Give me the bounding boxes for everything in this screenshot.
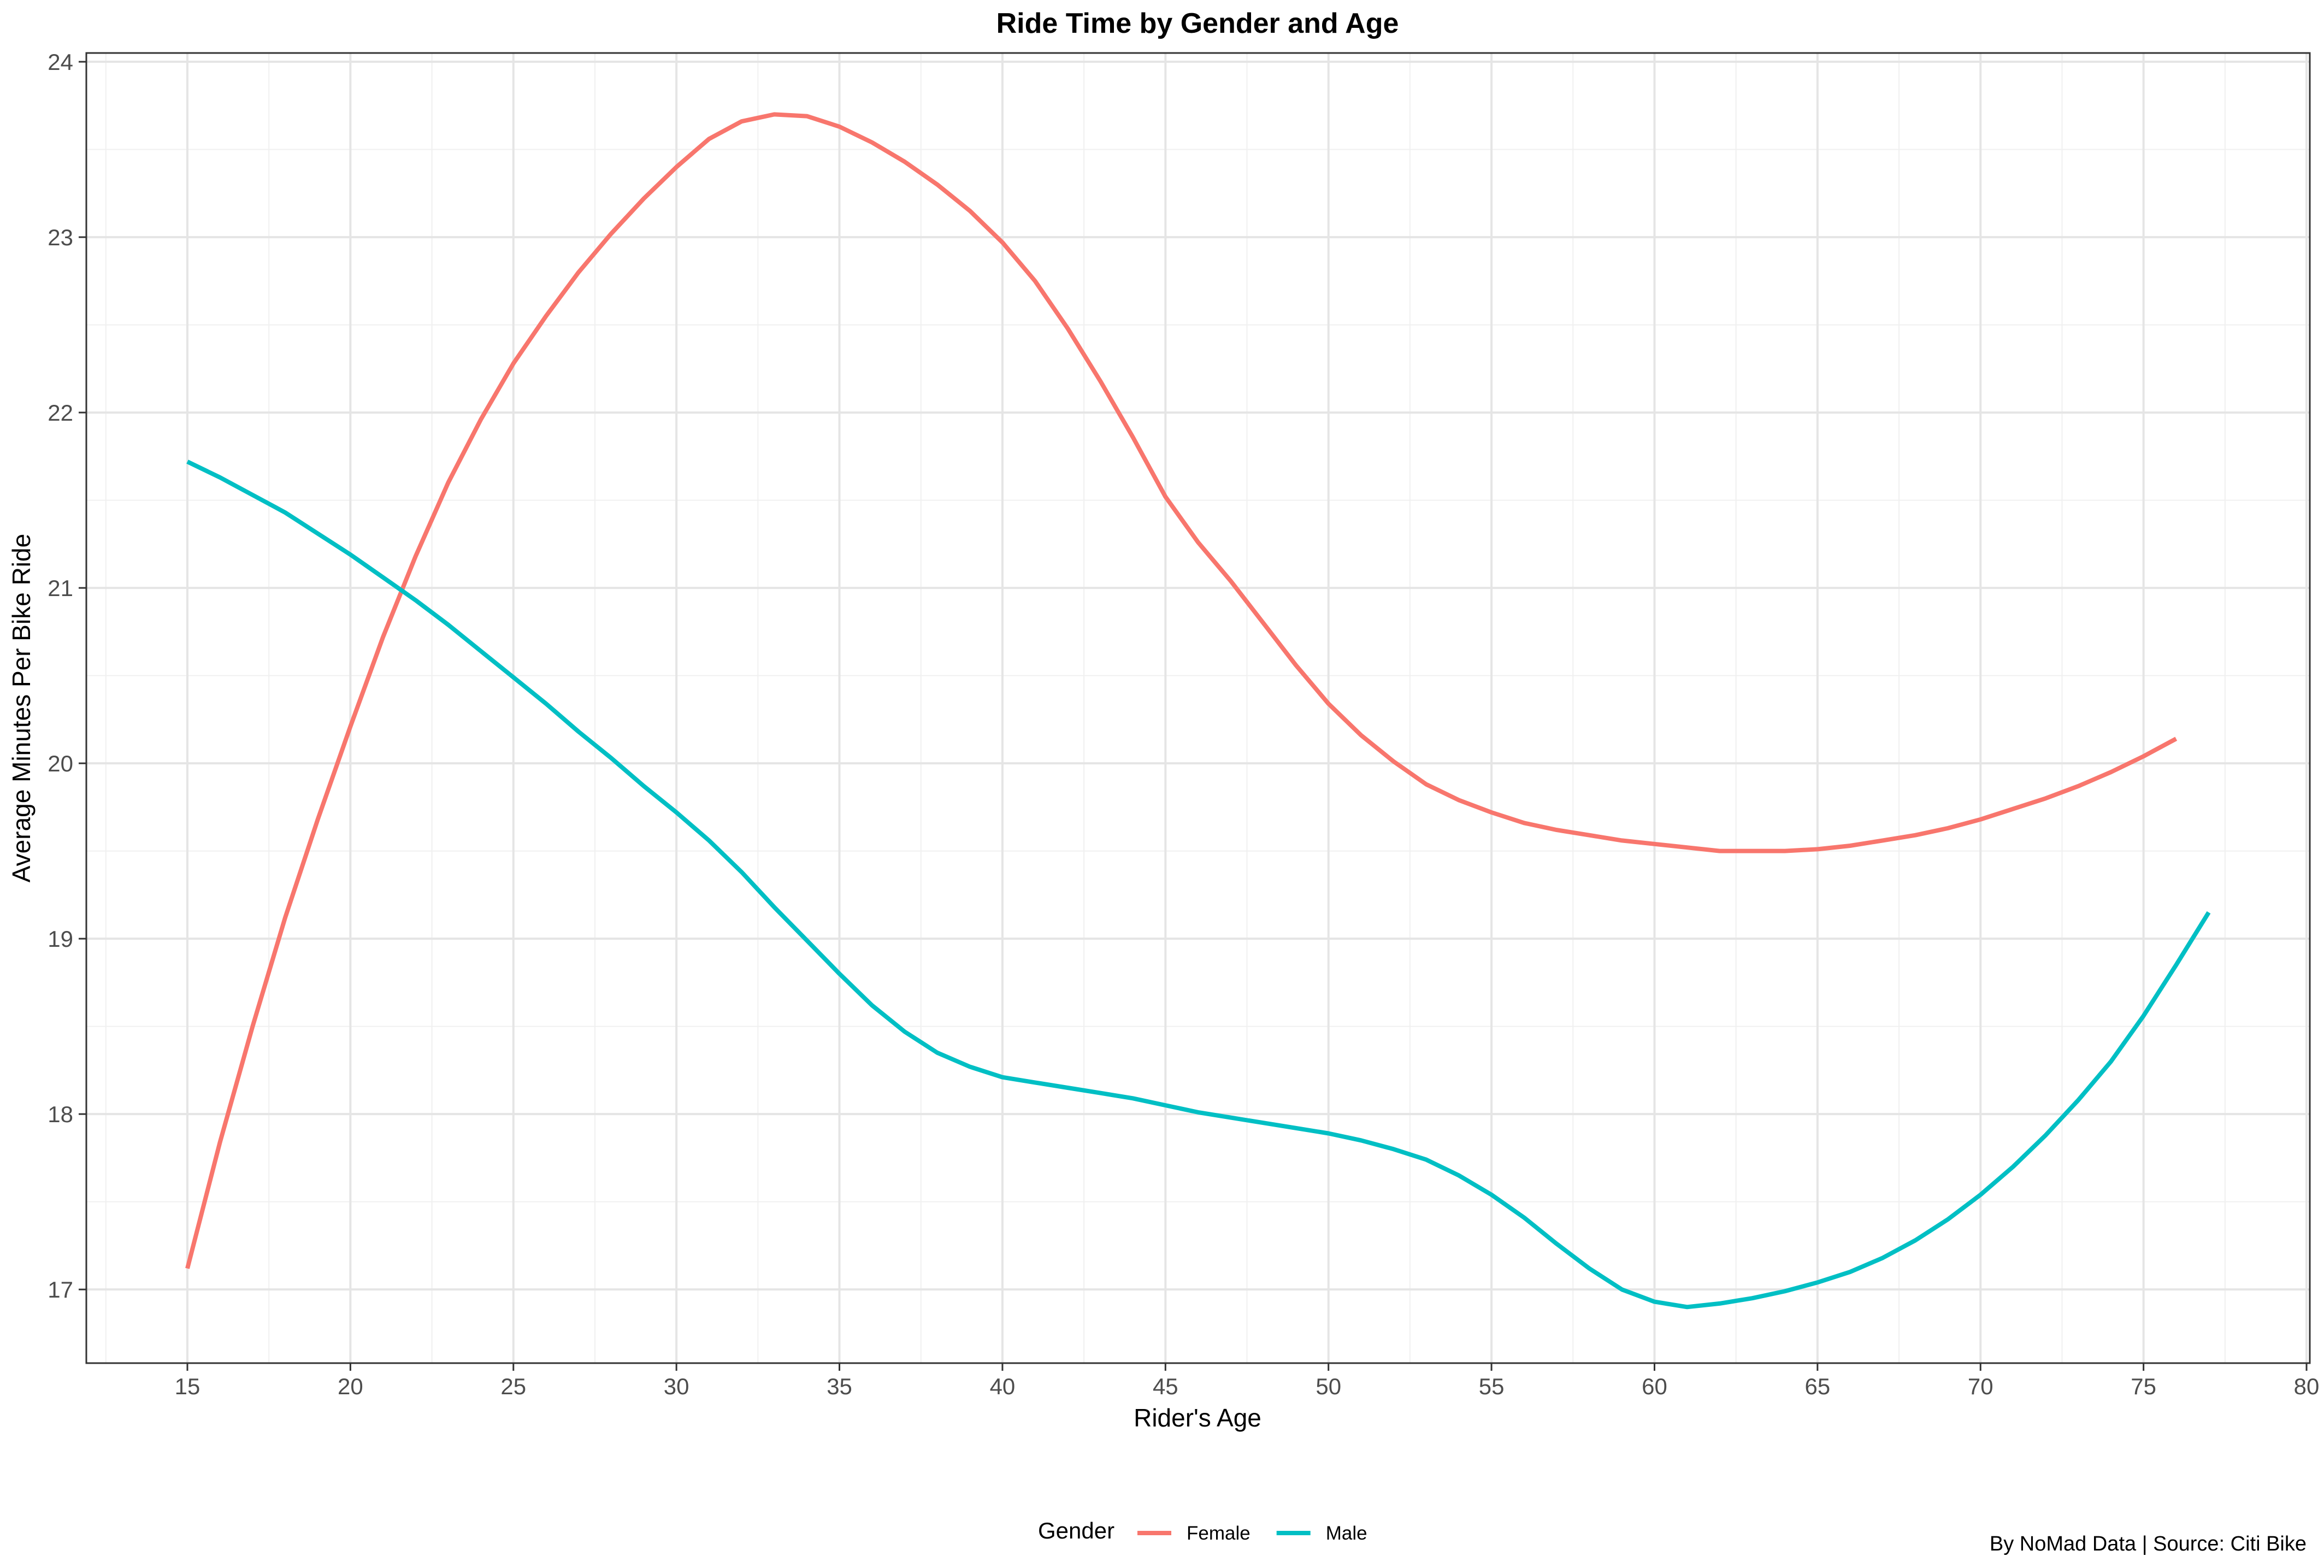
series-line-female — [185, 112, 2178, 1269]
x-tick-label: 20 — [338, 1374, 363, 1399]
x-tick-label: 50 — [1316, 1374, 1341, 1399]
plot-frame — [85, 52, 2311, 1364]
y-tick-label: 18 — [48, 1101, 73, 1127]
x-tick-label: 75 — [2131, 1374, 2156, 1399]
y-tick-label: 20 — [48, 751, 73, 776]
y-tick-label: 21 — [48, 575, 73, 601]
x-tick-label: 70 — [1968, 1374, 1993, 1399]
legend-label-male: Male — [1326, 1523, 1367, 1544]
x-tick-label: 60 — [1642, 1374, 1667, 1399]
chart-caption: By NoMad Data | Source: Citi Bike — [1990, 1532, 2307, 1555]
x-tick-label: 55 — [1479, 1374, 1505, 1399]
x-tick-label: 40 — [990, 1374, 1016, 1399]
x-tick-label: 15 — [175, 1374, 200, 1399]
series-line-male — [186, 459, 2211, 1310]
x-axis-title: Rider's Age — [1134, 1404, 1261, 1432]
grid — [86, 53, 2310, 1363]
y-tick-label: 24 — [48, 49, 73, 75]
axis-ticks: 15 20 25 30 35 40 45 50 55 60 65 70 75 80 17 18 19 20 21 22… — [48, 49, 2319, 1399]
series-lines — [185, 112, 2211, 1310]
y-tick-label: 17 — [48, 1277, 73, 1302]
y-tick-label: 19 — [48, 926, 73, 952]
legend: Gender Female Male — [1038, 1518, 1367, 1544]
legend-title: Gender — [1038, 1518, 1114, 1543]
y-tick-label: 23 — [48, 225, 73, 250]
y-tick-label: 22 — [48, 400, 73, 426]
x-tick-label: 80 — [2294, 1374, 2320, 1399]
x-tick-label: 35 — [827, 1374, 852, 1399]
x-tick-label: 25 — [500, 1374, 526, 1399]
x-tick-label: 65 — [1805, 1374, 1831, 1399]
x-tick-label: 45 — [1153, 1374, 1178, 1399]
x-tick-label: 30 — [664, 1374, 689, 1399]
y-axis-title: Average Minutes Per Bike Ride — [7, 534, 36, 882]
chart-title: Ride Time by Gender and Age — [996, 8, 1399, 39]
legend-label-female: Female — [1187, 1523, 1251, 1544]
